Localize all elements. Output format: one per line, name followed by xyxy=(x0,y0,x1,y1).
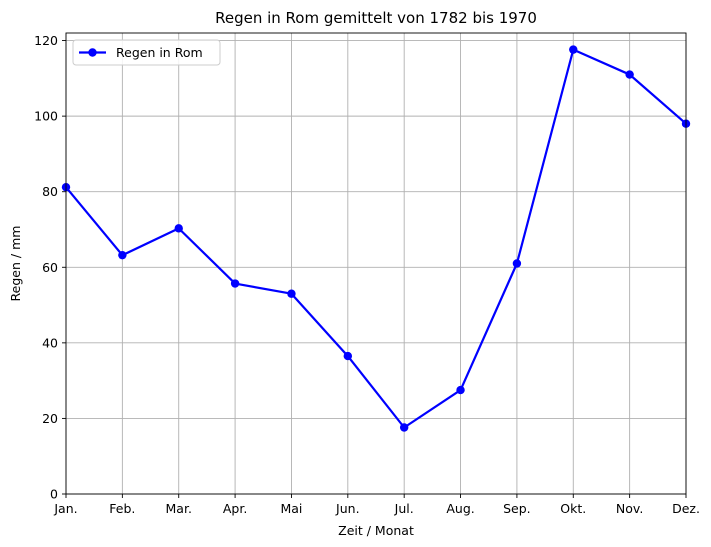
data-point xyxy=(625,70,634,79)
x-tick-label: Jul. xyxy=(394,501,414,516)
plot-frame xyxy=(65,32,687,495)
y-tick-label: 40 xyxy=(42,335,58,350)
grid-lines xyxy=(65,33,687,495)
x-tick-label: Dez. xyxy=(672,501,700,516)
x-tick-label: Mai xyxy=(280,501,302,516)
data-point xyxy=(399,423,409,432)
x-tick-label: Jan. xyxy=(53,501,77,516)
x-tick-label: Nov. xyxy=(616,501,643,516)
x-tick-label: Apr. xyxy=(223,501,247,516)
y-axis-label: Regen / mm xyxy=(8,226,23,302)
y-tick-label: 120 xyxy=(34,33,58,48)
legend: Regen in Rom xyxy=(72,39,221,66)
series-line xyxy=(65,48,687,429)
data-point xyxy=(512,259,522,268)
y-tick-label: 80 xyxy=(42,184,58,199)
series-group xyxy=(61,45,691,432)
data-point xyxy=(569,45,578,54)
data-point xyxy=(343,351,353,361)
chart-title: Regen in Rom gemittelt von 1782 bis 1970 xyxy=(215,9,537,27)
x-tick-label: Mar. xyxy=(166,501,192,516)
data-point xyxy=(174,224,183,233)
legend-label: Regen in Rom xyxy=(116,45,203,60)
x-axis-label: Zeit / Monat xyxy=(338,523,414,538)
x-tick-label: Jun. xyxy=(335,501,360,516)
data-point xyxy=(287,289,296,298)
x-tick-label: Sep. xyxy=(503,501,531,516)
legend-box xyxy=(72,39,221,66)
x-tick-label: Feb. xyxy=(109,501,135,516)
y-tick-label: 0 xyxy=(50,487,58,502)
axis-ticks: Jan. Feb. Mar. Apr. Mai Jun. Jul. Aug. Sep. Okt. N… xyxy=(34,33,700,516)
y-tick-label: 100 xyxy=(34,109,58,124)
x-tick-label: Aug. xyxy=(446,501,474,516)
data-point xyxy=(118,250,127,260)
x-tick-label: Okt. xyxy=(560,501,586,516)
data-point xyxy=(456,385,465,395)
data-point xyxy=(230,279,240,288)
y-tick-label: 20 xyxy=(42,411,58,426)
legend-marker xyxy=(88,48,97,57)
y-tick-label: 60 xyxy=(42,260,58,275)
